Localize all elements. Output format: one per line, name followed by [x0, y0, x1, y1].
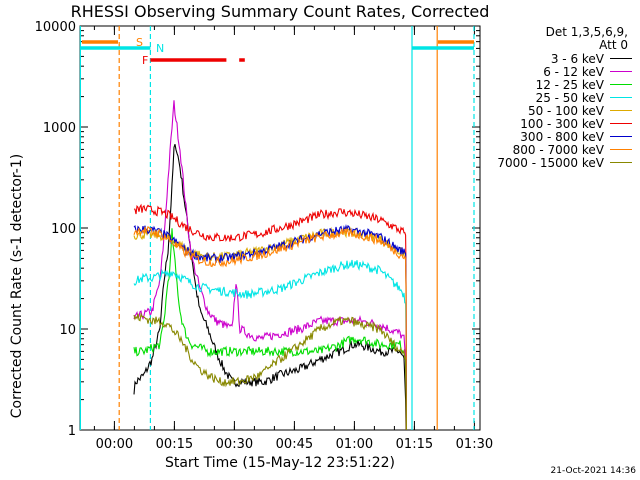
legend-label-1: 6 - 12 keV — [543, 64, 604, 79]
legend-item-1: 6 - 12 keV — [480, 64, 636, 79]
legend-item-6: 300 - 800 keV — [480, 129, 636, 144]
series-line-7 — [133, 226, 407, 431]
series-line-3 — [133, 259, 407, 431]
x-tick-label-01:15: 01:15 — [396, 437, 433, 452]
legend-item-7: 800 - 7000 keV — [480, 142, 636, 157]
legend-item-0: 3 - 6 keV — [480, 51, 636, 66]
legend: Det 1,3,5,6,9, Att 0 3 - 6 keV 6 - 12 keV… — [480, 25, 636, 170]
legend-header-line-1: Det 1,3,5,6,9, — [545, 25, 628, 39]
legend-swatch-8 — [610, 162, 632, 163]
y-tick-label-1000: 1000 — [43, 121, 76, 136]
x-tick-label-00:45: 00:45 — [276, 437, 313, 452]
legend-swatch-2 — [610, 84, 632, 85]
y-tick-label-100: 100 — [51, 222, 76, 237]
legend-item-3: 25 - 50 keV — [480, 90, 636, 105]
legend-label-6: 300 - 800 keV — [520, 129, 604, 144]
legend-label-8: 7000 - 15000 keV — [497, 155, 604, 170]
annotation-label-s: S — [136, 36, 143, 49]
y-tick-label-10: 10 — [59, 323, 76, 338]
legend-label-7: 800 - 7000 keV — [512, 142, 604, 157]
series-line-2 — [133, 228, 407, 431]
x-tick-label-01:30: 01:30 — [456, 437, 493, 452]
legend-swatch-4 — [610, 110, 632, 111]
annotation-label-f: F — [142, 54, 148, 67]
legend-swatch-1 — [610, 71, 632, 72]
legend-swatch-6 — [610, 136, 632, 137]
annotation-label-n: N — [156, 42, 164, 55]
timestamp-label: 21-Oct-2021 14:36 — [550, 466, 636, 476]
series-line-5 — [133, 203, 407, 431]
legend-item-4: 50 - 100 keV — [480, 103, 636, 118]
y-tick-label-1: 1 — [68, 424, 76, 439]
legend-label-4: 50 - 100 keV — [527, 103, 604, 118]
x-tick-label-00:00: 00:00 — [96, 437, 133, 452]
x-tick-label-01:00: 01:00 — [336, 437, 373, 452]
legend-label-0: 3 - 6 keV — [550, 51, 604, 66]
legend-label-3: 25 - 50 keV — [535, 90, 604, 105]
legend-swatch-7 — [610, 149, 632, 150]
chart-title: RHESSI Observing Summary Count Rates, Co… — [70, 2, 490, 21]
series-line-8 — [133, 312, 407, 431]
x-tick-label-00:15: 00:15 — [156, 437, 193, 452]
x-tick-label-00:30: 00:30 — [216, 437, 253, 452]
series-line-0 — [133, 144, 407, 431]
legend-swatch-3 — [610, 97, 632, 98]
x-axis-label: Start Time (15-May-12 23:51:22) — [164, 455, 396, 471]
y-tick-label-10000: 10000 — [35, 20, 76, 35]
legend-label-2: 12 - 25 keV — [535, 77, 604, 92]
legend-item-2: 12 - 25 keV — [480, 77, 636, 92]
legend-item-8: 7000 - 15000 keV — [480, 155, 636, 170]
y-axis-label: Corrected Count Rate (s-1 detector-1) — [9, 153, 25, 419]
legend-label-5: 100 - 300 keV — [520, 116, 604, 131]
legend-header-line-2: Att 0 — [599, 38, 628, 52]
legend-swatch-5 — [610, 123, 632, 124]
legend-swatch-0 — [610, 58, 632, 59]
legend-item-5: 100 - 300 keV — [480, 116, 636, 131]
